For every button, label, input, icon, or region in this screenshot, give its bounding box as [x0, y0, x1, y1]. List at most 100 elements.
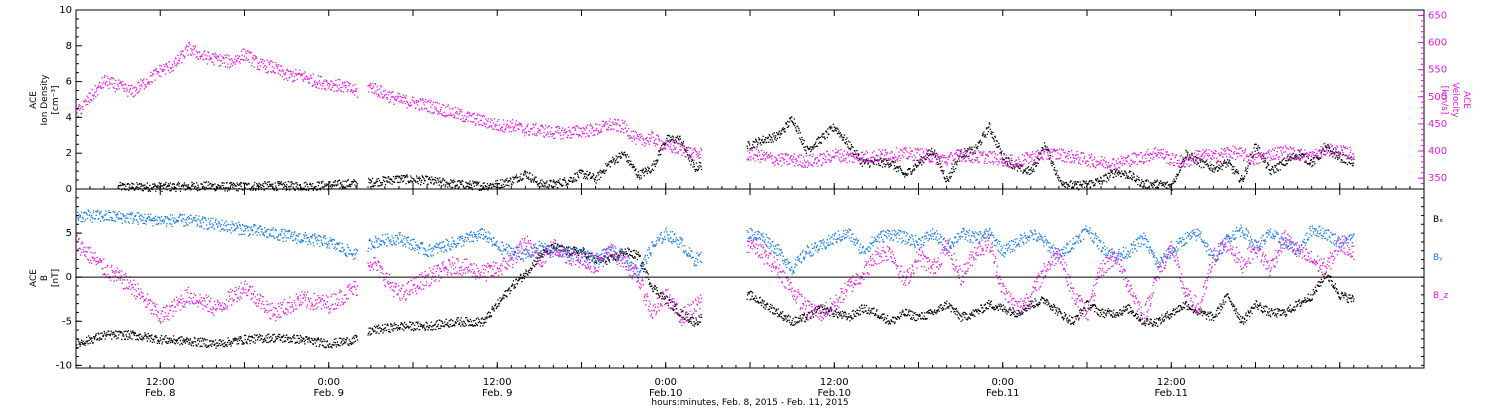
velocity-point-271	[211, 53, 214, 55]
velocity-point-1205	[690, 147, 692, 149]
velocity-point-256	[204, 54, 206, 56]
velocity-point-1777	[1022, 164, 1024, 167]
velocity-point-2142	[1205, 153, 1207, 155]
velocity-point-2067	[1167, 154, 1169, 157]
velocity-point-1220	[697, 155, 700, 157]
velocity-point-699	[436, 102, 438, 104]
ion-density-point-17	[126, 183, 128, 185]
velocity-point-1660	[963, 157, 965, 159]
velocity-point-1695	[981, 154, 983, 157]
velocity-point-1849	[1058, 158, 1060, 160]
ion-density-point-1929	[1140, 182, 1142, 184]
velocity-point-2394	[1331, 145, 1333, 147]
velocity-point-358	[255, 56, 257, 58]
ion-density-point-2260	[1306, 162, 1308, 165]
velocity-point-1812	[1039, 151, 1042, 154]
ion-density-point-1518	[934, 156, 936, 158]
velocity-point-714	[444, 115, 446, 117]
velocity-point-484	[318, 80, 320, 82]
velocity-point-2328	[1298, 158, 1300, 160]
velocity-point-646	[410, 102, 412, 104]
ion-density-point-1112	[685, 147, 688, 149]
velocity-point-374	[263, 60, 265, 62]
ion-density-point-288	[262, 183, 264, 185]
velocity-point-2039	[1153, 148, 1155, 150]
ion-density-point-1509	[930, 150, 932, 152]
ion-density-point-1819	[1085, 180, 1087, 182]
velocity-point-1481	[873, 160, 876, 163]
velocity-point-1628	[947, 158, 949, 160]
ion-density-point-1162	[756, 140, 758, 143]
ion-density-point-1646	[998, 145, 1000, 147]
velocity-point-1230	[748, 159, 750, 161]
velocity-point-1359	[812, 153, 814, 156]
velocity-point-857	[515, 120, 518, 122]
ion-density-point-1875	[1113, 168, 1115, 170]
velocity-point-516	[334, 84, 337, 86]
velocity-point-418	[285, 77, 287, 79]
velocity-point-2310	[1289, 146, 1291, 148]
velocity-point-1126	[650, 137, 652, 139]
ion-density-point-144	[190, 189, 192, 191]
velocity-point-1828	[1047, 158, 1050, 160]
velocity-point-848	[511, 122, 513, 124]
ion-density-point-1753	[1052, 161, 1054, 163]
ion-density-point-137	[186, 186, 189, 188]
ion-density-point-1078	[668, 135, 671, 137]
ion-density-point-952	[605, 169, 607, 171]
ion-density-point-338	[287, 181, 289, 183]
ion-density-point-2334	[1343, 161, 1346, 163]
velocity-point-73	[112, 86, 114, 88]
velocity-point-1632	[949, 152, 951, 154]
velocity-point-1212	[693, 148, 696, 150]
velocity-point-1603	[935, 153, 937, 155]
velocity-point-199	[175, 65, 178, 67]
velocity-point-731	[452, 114, 454, 116]
velocity-point-1842	[1054, 150, 1057, 152]
velocity-point-461	[307, 77, 309, 79]
ion-density-point-758	[508, 185, 510, 187]
velocity-point-427	[290, 73, 292, 75]
velocity-point-26	[89, 101, 91, 104]
ion-density-point-1464	[907, 173, 909, 175]
velocity-point-1566	[916, 152, 918, 154]
velocity-point-879	[526, 125, 529, 127]
bx-point-16	[84, 342, 86, 344]
ion-density-point-1289	[819, 136, 821, 139]
ion-density-point-1930	[1141, 179, 1143, 181]
ion-density-point-1129	[694, 168, 696, 171]
ion-density-point-303	[270, 183, 272, 186]
velocity-point-631	[402, 96, 404, 99]
ion-density-point-130	[183, 184, 185, 186]
bx-point-8	[80, 343, 82, 345]
velocity-point-423	[288, 70, 290, 73]
ion-density-point-1414	[882, 160, 884, 163]
ion-density-point-1174	[762, 141, 764, 143]
velocity-point-1984	[1126, 157, 1128, 159]
velocity-point-1784	[1025, 160, 1028, 162]
ion-density-point-2068	[1210, 167, 1212, 169]
ion-density-point-2208	[1280, 161, 1282, 164]
velocity-point-2052	[1160, 152, 1162, 154]
ion-density-point-2000	[1176, 173, 1178, 175]
velocity-point-1257	[761, 158, 763, 161]
velocity-point-904	[539, 130, 541, 132]
ion-density-point-40	[138, 186, 140, 189]
ion-density-point-949	[604, 172, 606, 174]
ion-density-point-624	[441, 185, 443, 187]
ion-density-point-454	[345, 181, 348, 183]
ion-density-point-539	[398, 176, 400, 179]
ion-density-point-1006	[632, 164, 634, 166]
velocity-point-1532	[899, 160, 901, 162]
velocity-point-1440	[853, 161, 855, 163]
velocity-point-124	[138, 81, 140, 83]
velocity-point-1710	[988, 161, 990, 163]
velocity-point-1164	[669, 146, 672, 148]
velocity-point-1859	[1063, 151, 1065, 153]
ion-density-point-2258	[1305, 161, 1307, 163]
ion-density-point-485	[371, 185, 373, 188]
ion-density-point-1709	[1030, 172, 1032, 175]
ion-density-point-1443	[896, 166, 899, 168]
velocity-point-911	[542, 135, 545, 137]
velocity-point-918	[546, 127, 548, 129]
